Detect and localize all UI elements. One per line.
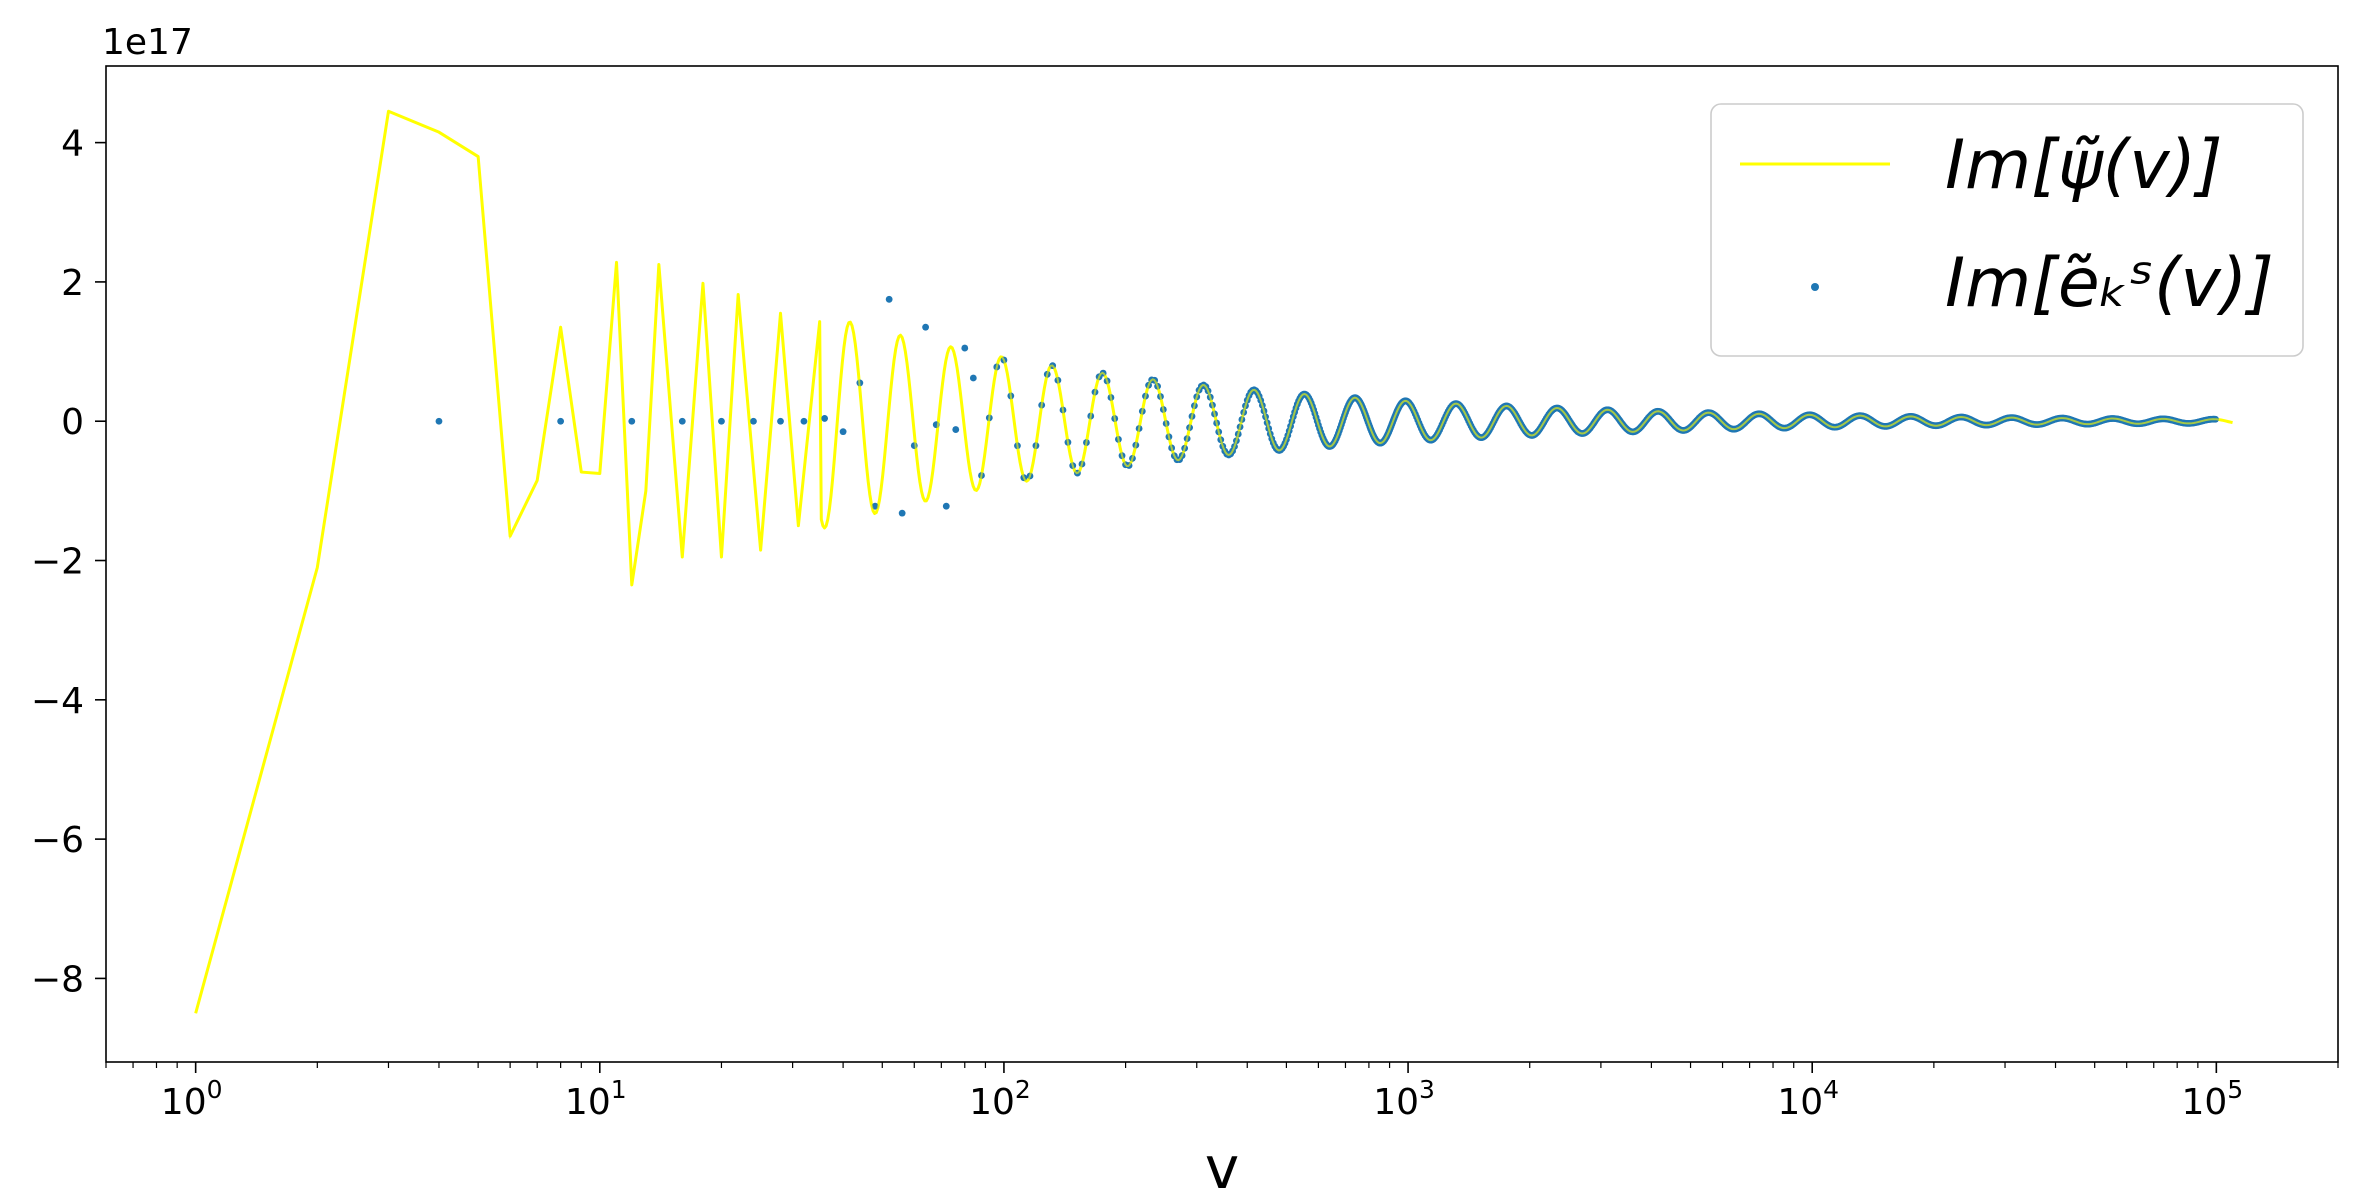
scatter-point — [969, 374, 977, 382]
scatter-point — [885, 295, 893, 303]
y-tick-label: 4 — [61, 124, 84, 165]
scatter-point — [961, 344, 969, 352]
series-layer — [194, 109, 2233, 1014]
x-axis-label: v — [1205, 1134, 1239, 1201]
y-tick-label: −8 — [31, 959, 84, 1000]
x-tick-label: 103 — [1373, 1075, 1435, 1123]
scatter-point — [871, 502, 879, 510]
legend-label-e: Im[ẽₖˢ(v)] — [1945, 244, 2274, 323]
x-tick-base: 10 — [1373, 1082, 1419, 1123]
scatter-point — [435, 417, 443, 425]
x-axis: 100 101 102 103 104 105 — [105, 1062, 2339, 1123]
scatter-point — [678, 417, 686, 425]
y-tick-label: −4 — [31, 681, 84, 722]
scatter-point — [800, 417, 808, 425]
legend-box — [1710, 103, 2304, 357]
x-tick-base: 10 — [565, 1082, 611, 1123]
y-tick-label: −2 — [31, 542, 84, 583]
legend-dot-swatch — [1811, 283, 1819, 291]
x-tick-exponent: 4 — [1823, 1075, 1839, 1104]
y-offset-label: 1e17 — [102, 22, 193, 63]
scatter-point — [898, 509, 906, 517]
x-tick-exponent: 3 — [1419, 1075, 1435, 1104]
y-tick-label: −6 — [31, 820, 84, 861]
scatter-point — [628, 417, 636, 425]
x-tick-exponent: 5 — [2227, 1075, 2243, 1104]
legend-label-psi: Im[ψ̃(v)] — [1945, 126, 2223, 205]
scatter-point — [839, 428, 847, 436]
x-tick-base: 10 — [969, 1082, 1015, 1123]
y-tick-label: 2 — [61, 263, 84, 304]
x-tick-label: 102 — [969, 1075, 1031, 1123]
scatter-point — [557, 417, 565, 425]
scatter-point — [942, 502, 950, 510]
scatter-point — [922, 323, 929, 331]
x-tick-label: 104 — [1777, 1075, 1839, 1123]
y-tick-label: 0 — [61, 402, 84, 443]
series-line-psi-overlay — [194, 109, 2233, 1014]
x-tick-label: 105 — [2181, 1075, 2243, 1123]
scatter-point — [952, 426, 960, 433]
scatter-point — [718, 417, 725, 425]
plot-area — [194, 109, 2233, 1014]
y-axis: 4 2 0 −2 −4 −6 −8 — [31, 124, 106, 1000]
x-tick-label: 100 — [161, 1075, 223, 1123]
axes-frame — [105, 65, 2339, 1063]
scatter-point — [777, 417, 784, 425]
x-tick-exponent: 0 — [207, 1075, 223, 1104]
x-tick-label: 101 — [565, 1075, 627, 1123]
x-tick-base: 10 — [161, 1082, 207, 1123]
scatter-point — [750, 417, 757, 425]
legend: Im[ψ̃(v)] Im[ẽₖˢ(v)] — [1710, 103, 2304, 357]
x-tick-base: 10 — [1777, 1082, 1823, 1123]
x-tick-exponent: 1 — [611, 1075, 627, 1104]
scatter-point — [821, 415, 829, 422]
x-tick-base: 10 — [2181, 1082, 2227, 1123]
x-tick-exponent: 2 — [1015, 1075, 1031, 1104]
